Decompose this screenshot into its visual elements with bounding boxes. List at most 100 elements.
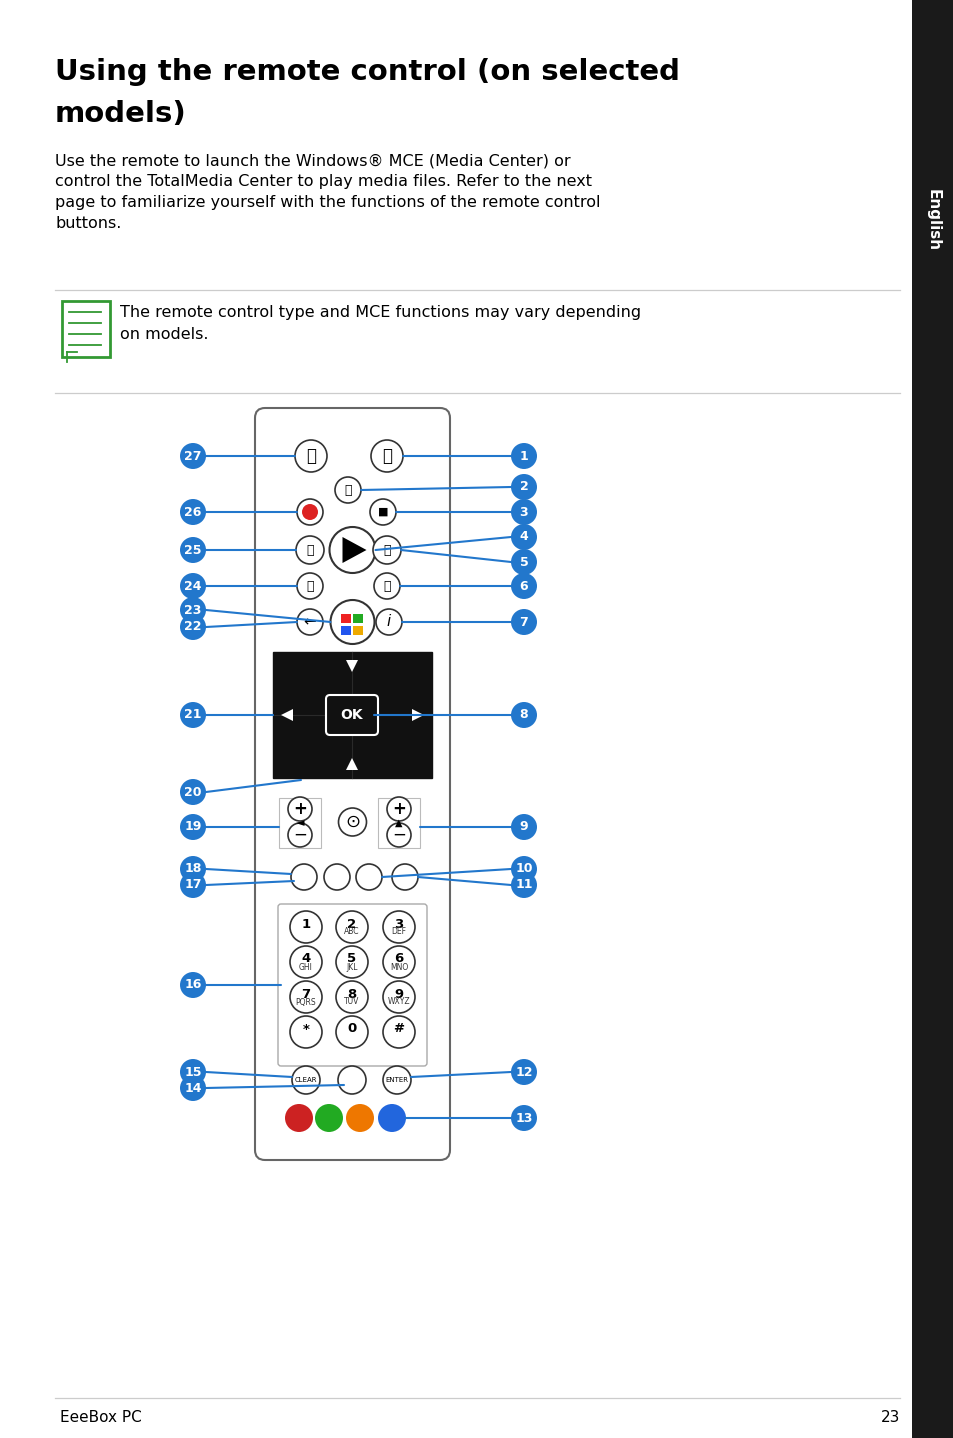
- Text: −: −: [293, 825, 307, 844]
- Text: 6: 6: [394, 952, 403, 965]
- Text: 4: 4: [301, 952, 311, 965]
- Circle shape: [511, 856, 537, 881]
- Text: +: +: [293, 800, 307, 818]
- Circle shape: [290, 981, 322, 1012]
- Circle shape: [511, 443, 537, 469]
- Polygon shape: [346, 758, 357, 769]
- Text: ⏻: ⏻: [306, 447, 315, 464]
- Circle shape: [291, 864, 316, 890]
- Text: control the TotalMedia Center to play media files. Refer to the next: control the TotalMedia Center to play me…: [55, 174, 592, 188]
- Circle shape: [382, 1017, 415, 1048]
- Text: 25: 25: [184, 544, 201, 557]
- Text: 12: 12: [515, 1066, 532, 1078]
- FancyBboxPatch shape: [353, 626, 362, 636]
- Polygon shape: [346, 660, 357, 672]
- Text: GHI: GHI: [298, 962, 313, 972]
- Text: 13: 13: [515, 1112, 532, 1125]
- Circle shape: [374, 572, 399, 600]
- FancyBboxPatch shape: [353, 614, 362, 623]
- Circle shape: [285, 1104, 313, 1132]
- Circle shape: [290, 1017, 322, 1048]
- Text: JKL: JKL: [346, 962, 357, 972]
- Circle shape: [180, 597, 206, 623]
- Circle shape: [377, 1104, 406, 1132]
- Circle shape: [290, 946, 322, 978]
- FancyBboxPatch shape: [911, 0, 953, 1438]
- Circle shape: [511, 499, 537, 525]
- Text: 7: 7: [519, 615, 528, 628]
- FancyBboxPatch shape: [341, 614, 351, 623]
- Text: 3: 3: [394, 917, 403, 930]
- Polygon shape: [342, 536, 366, 564]
- Circle shape: [180, 536, 206, 564]
- Circle shape: [335, 912, 368, 943]
- Text: 5: 5: [347, 952, 356, 965]
- Text: 9: 9: [394, 988, 403, 1001]
- Text: 0: 0: [347, 1022, 356, 1035]
- Text: ◄: ◄: [295, 818, 304, 828]
- Text: ←: ←: [303, 614, 316, 630]
- Text: OK: OK: [340, 707, 363, 722]
- Text: *: *: [302, 1022, 309, 1035]
- Text: page to familiarize yourself with the functions of the remote control: page to familiarize yourself with the fu…: [55, 196, 599, 210]
- Circle shape: [382, 946, 415, 978]
- Text: DEF: DEF: [391, 928, 406, 936]
- Text: ▲: ▲: [395, 818, 402, 828]
- Circle shape: [180, 814, 206, 840]
- Text: The remote control type and MCE functions may vary depending: The remote control type and MCE function…: [120, 305, 640, 321]
- Text: 10: 10: [515, 863, 532, 876]
- Text: 23: 23: [880, 1411, 899, 1425]
- FancyBboxPatch shape: [326, 695, 377, 735]
- Text: on models.: on models.: [120, 326, 209, 342]
- Circle shape: [294, 440, 327, 472]
- Circle shape: [335, 981, 368, 1012]
- Circle shape: [371, 440, 402, 472]
- Circle shape: [387, 797, 411, 821]
- Text: 11: 11: [515, 879, 532, 892]
- Circle shape: [288, 797, 312, 821]
- Text: #: #: [393, 1022, 404, 1035]
- Text: MNO: MNO: [390, 962, 408, 972]
- Text: Using the remote control (on selected: Using the remote control (on selected: [55, 58, 679, 86]
- Circle shape: [292, 1066, 319, 1094]
- Circle shape: [295, 536, 324, 564]
- Text: 21: 21: [184, 709, 201, 722]
- Text: 2: 2: [519, 480, 528, 493]
- Circle shape: [373, 536, 400, 564]
- Polygon shape: [412, 709, 423, 720]
- Text: EeeBox PC: EeeBox PC: [60, 1411, 142, 1425]
- Circle shape: [180, 779, 206, 805]
- Text: ABC: ABC: [344, 928, 359, 936]
- FancyBboxPatch shape: [62, 301, 110, 357]
- Circle shape: [180, 871, 206, 897]
- Text: 26: 26: [184, 506, 201, 519]
- Circle shape: [511, 871, 537, 897]
- Text: 4: 4: [519, 531, 528, 544]
- Bar: [377, 798, 419, 848]
- Text: 6: 6: [519, 580, 528, 592]
- Text: i: i: [387, 614, 391, 630]
- Circle shape: [511, 814, 537, 840]
- Circle shape: [511, 1058, 537, 1086]
- Text: Use the remote to launch the Windows® MCE (Media Center) or: Use the remote to launch the Windows® MC…: [55, 152, 570, 168]
- Circle shape: [335, 946, 368, 978]
- Text: WXYZ: WXYZ: [387, 998, 410, 1007]
- Text: 20: 20: [184, 785, 201, 798]
- Circle shape: [296, 610, 323, 636]
- Circle shape: [511, 572, 537, 600]
- Circle shape: [370, 499, 395, 525]
- Text: ⏩: ⏩: [383, 544, 391, 557]
- Circle shape: [382, 1066, 411, 1094]
- Text: buttons.: buttons.: [55, 216, 121, 232]
- Text: ENTER: ENTER: [385, 1077, 408, 1083]
- Circle shape: [296, 572, 323, 600]
- Text: 1: 1: [519, 450, 528, 463]
- Text: ⏸: ⏸: [344, 483, 352, 496]
- Circle shape: [180, 702, 206, 728]
- Text: ■: ■: [377, 508, 388, 518]
- Circle shape: [290, 912, 322, 943]
- Circle shape: [180, 614, 206, 640]
- Circle shape: [382, 981, 415, 1012]
- Circle shape: [329, 526, 375, 572]
- Bar: [278, 798, 320, 848]
